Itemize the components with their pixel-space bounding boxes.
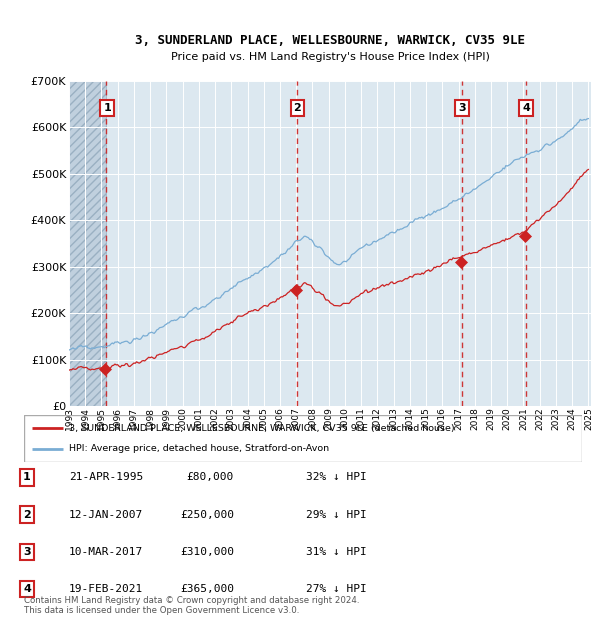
Text: 32% ↓ HPI: 32% ↓ HPI [306,472,367,482]
Bar [69,81,106,406]
Text: 4: 4 [523,103,530,113]
Text: £310,000: £310,000 [180,547,234,557]
Text: 1: 1 [23,472,31,482]
Text: 10-MAR-2017: 10-MAR-2017 [69,547,143,557]
Text: 1: 1 [103,103,111,113]
Text: 3, SUNDERLAND PLACE, WELLESBOURNE, WARWICK, CV35 9LE: 3, SUNDERLAND PLACE, WELLESBOURNE, WARWI… [135,34,525,46]
Text: Price paid vs. HM Land Registry's House Price Index (HPI): Price paid vs. HM Land Registry's House … [170,52,490,62]
Text: 19-FEB-2021: 19-FEB-2021 [69,584,143,594]
Text: £365,000: £365,000 [180,584,234,594]
Text: HPI: Average price, detached house, Stratford-on-Avon: HPI: Average price, detached house, Stra… [68,445,329,453]
Text: 21-APR-1995: 21-APR-1995 [69,472,143,482]
Text: 2: 2 [293,103,301,113]
Text: 27% ↓ HPI: 27% ↓ HPI [306,584,367,594]
Text: 2: 2 [23,510,31,520]
Text: 3: 3 [23,547,31,557]
Text: £250,000: £250,000 [180,510,234,520]
Text: 3, SUNDERLAND PLACE, WELLESBOURNE, WARWICK, CV35 9LE (detached house): 3, SUNDERLAND PLACE, WELLESBOURNE, WARWI… [68,424,454,433]
Text: 12-JAN-2007: 12-JAN-2007 [69,510,143,520]
Text: Contains HM Land Registry data © Crown copyright and database right 2024.
This d: Contains HM Land Registry data © Crown c… [24,596,359,615]
Text: 31% ↓ HPI: 31% ↓ HPI [306,547,367,557]
Text: 3: 3 [458,103,466,113]
Text: 4: 4 [23,584,31,594]
Text: £80,000: £80,000 [187,472,234,482]
Text: 29% ↓ HPI: 29% ↓ HPI [306,510,367,520]
